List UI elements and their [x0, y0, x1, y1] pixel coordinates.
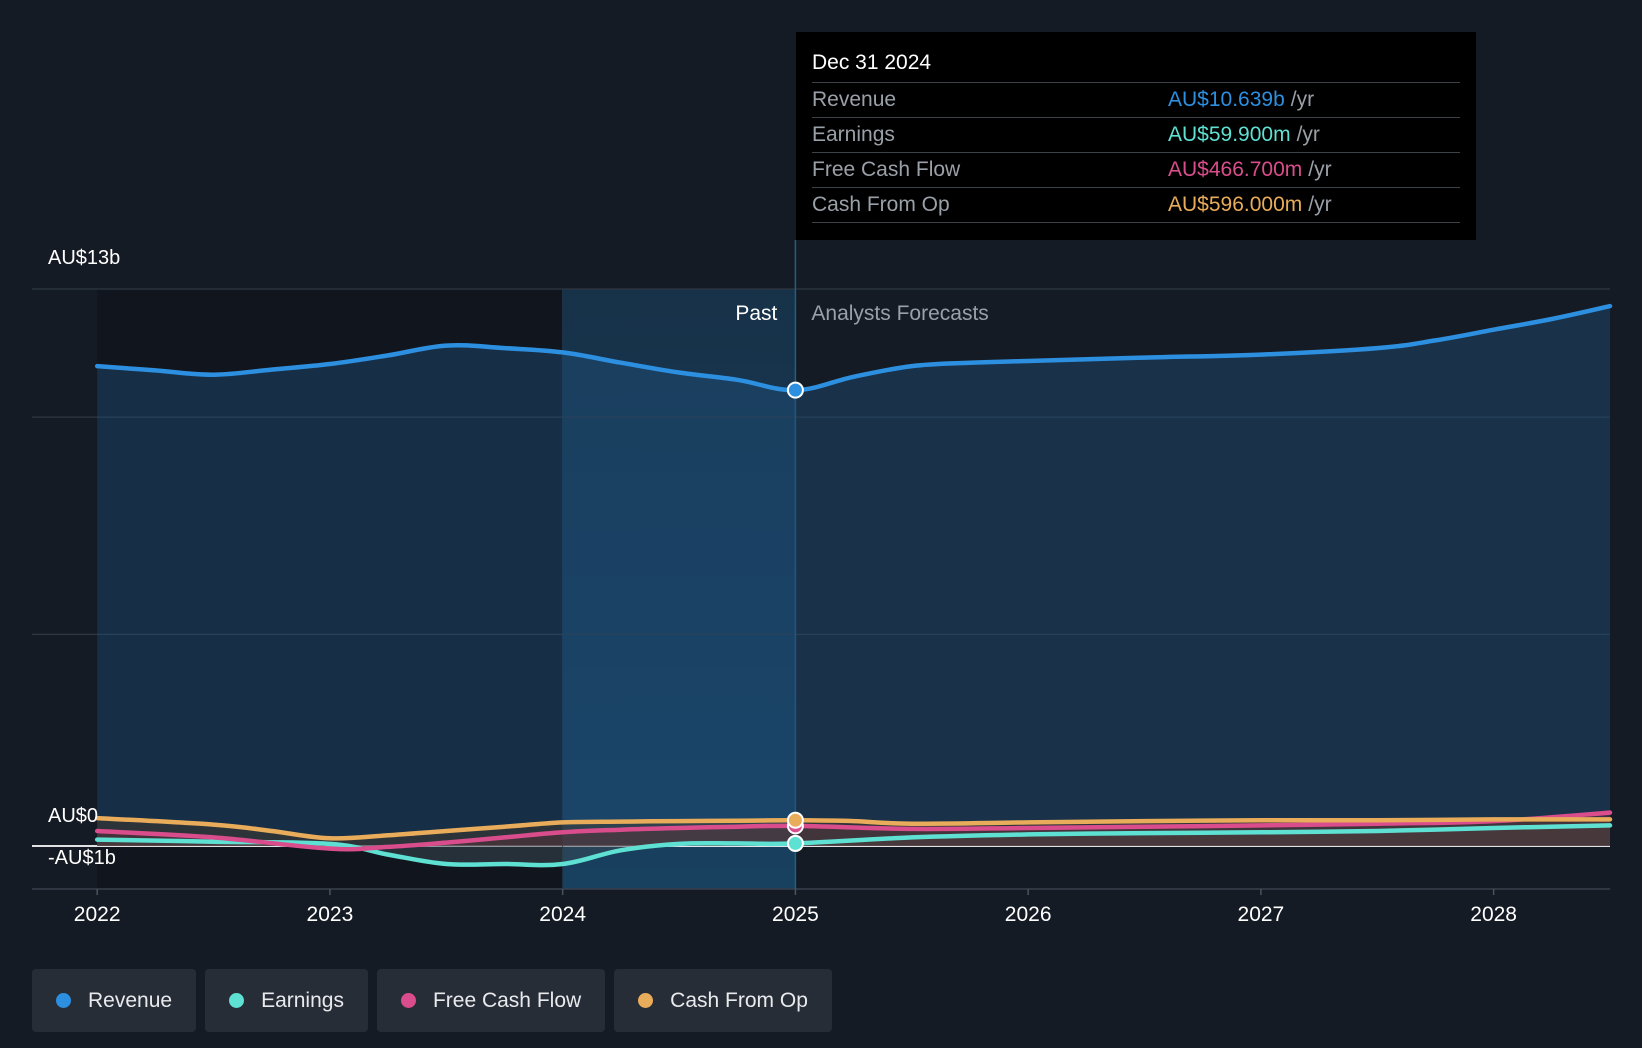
earnings-dot-icon — [229, 993, 245, 1008]
tooltip-value: AU$466.700m — [1168, 158, 1303, 181]
legend-label: Cash From Op — [670, 988, 808, 1012]
x-tick-label: 2022 — [74, 903, 121, 926]
series-area-revenue — [97, 306, 1611, 847]
series-line-earnings — [94, 823, 1613, 868]
legend-label: Free Cash Flow — [432, 988, 582, 1012]
forecast-label: Analysts Forecasts — [811, 302, 988, 325]
tooltip-unit: /yr — [1290, 88, 1315, 111]
past-region — [97, 289, 563, 889]
legend-item-fcf[interactable]: Free Cash Flow — [376, 969, 606, 1032]
past-label: Past — [735, 302, 777, 325]
revenue-dot-icon — [56, 993, 71, 1008]
legend: Revenue Earnings Free Cash Flow Cash Fro… — [32, 969, 832, 1032]
x-tick-label: 2027 — [1238, 903, 1285, 926]
x-tick-label: 2023 — [307, 903, 354, 926]
legend-label: Earnings — [261, 988, 344, 1012]
y-axis-label: -AU$1b — [48, 847, 116, 869]
tooltip-unit: /yr — [1308, 158, 1332, 181]
tooltip-value: AU$596.000m — [1168, 193, 1303, 216]
tooltip-unit: /yr — [1308, 193, 1332, 216]
series-area-earnings — [97, 825, 1611, 866]
marker-cfo — [786, 811, 804, 829]
y-axis-label: AU$13b — [48, 247, 120, 269]
y-axis-label: AU$0 — [48, 805, 98, 827]
x-tick-label: 2026 — [1005, 903, 1052, 926]
tooltip-row-fcf: Free Cash Flow AU$466.700m /yr — [812, 152, 1460, 187]
series-area-fcf — [97, 812, 1611, 850]
tooltip-row-revenue: Revenue AU$10.639b /yr — [812, 82, 1460, 117]
tooltip-label: Free Cash Flow — [812, 158, 961, 181]
series-line-fcf — [94, 810, 1613, 852]
tooltip-date: Dec 31 2024 — [812, 51, 932, 74]
tooltip-value: AU$59.900m — [1168, 123, 1291, 146]
legend-item-revenue[interactable]: Revenue — [32, 969, 197, 1032]
tooltip-row-earnings: Earnings AU$59.900m /yr — [812, 117, 1460, 152]
fcf-dot-icon — [400, 993, 416, 1008]
past-highlight-region — [562, 289, 796, 889]
cfo-dot-icon — [638, 993, 654, 1008]
tooltip-unit: /yr — [1296, 123, 1320, 146]
legend-item-earnings[interactable]: Earnings — [205, 969, 368, 1032]
x-tick-label: 2024 — [539, 903, 586, 926]
x-tick-label: 2028 — [1470, 903, 1517, 926]
tooltip-label: Cash From Op — [812, 193, 950, 216]
tooltip-row-cfo: Cash From Op AU$596.000m /yr — [812, 187, 1460, 223]
legend-label: Revenue — [88, 988, 173, 1012]
tooltip-label: Earnings — [812, 123, 895, 146]
tooltip: Dec 31 2024 Revenue AU$10.639b /yr Earni… — [796, 32, 1476, 240]
x-tick-label: 2025 — [772, 903, 819, 926]
tooltip-value: AU$10.639b — [1168, 88, 1285, 111]
marker-earnings — [786, 834, 804, 852]
legend-item-cfo[interactable]: Cash From Op — [614, 969, 832, 1032]
series-line-cfo — [94, 815, 1613, 841]
tooltip-label: Revenue — [812, 88, 897, 111]
marker-revenue — [786, 381, 804, 399]
